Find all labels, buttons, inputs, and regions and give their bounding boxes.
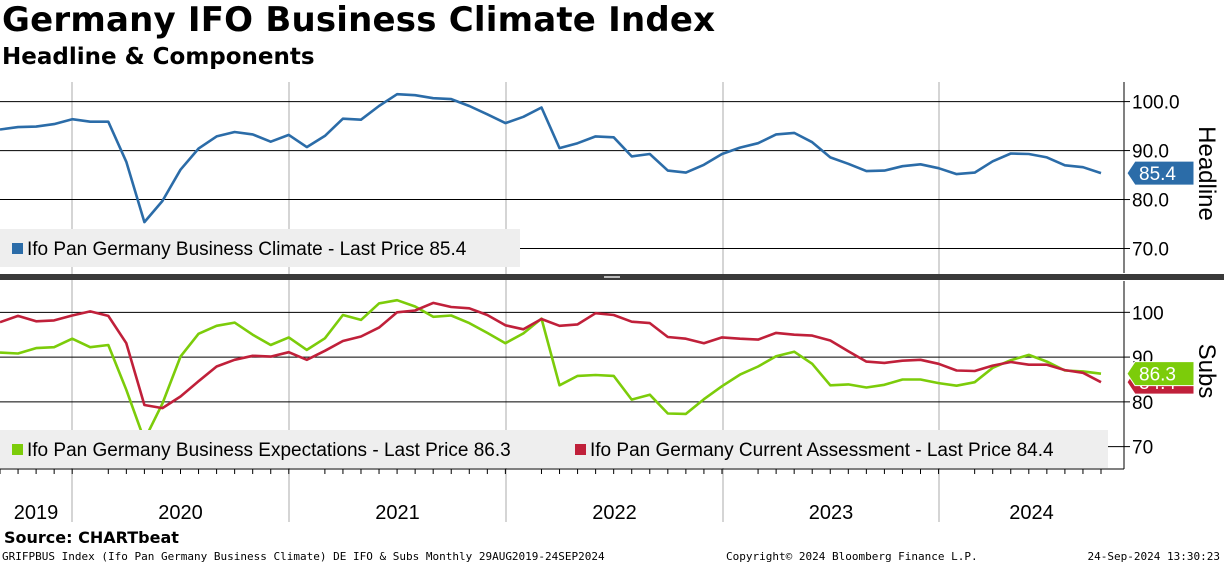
chart-title: Germany IFO Business Climate Index [2, 0, 716, 40]
x-tick-label: 2024 [1009, 502, 1054, 524]
legend-swatch-headline [12, 243, 23, 254]
x-tick-label: 2020 [158, 502, 203, 524]
series-line-current [0, 301, 1102, 410]
legend-box [0, 430, 1108, 468]
source-note: Source: CHARTbeat [4, 528, 179, 547]
series-line-headline [0, 92, 1102, 224]
footer-ticker-description: GRIFPBUS Index (Ifo Pan Germany Business… [2, 550, 605, 563]
legend-box [0, 229, 520, 267]
last-price-badge-label: 86.3 [1139, 365, 1176, 386]
chart-subtitle: Headline & Components [2, 44, 315, 70]
y-tick-label: 100 [1132, 303, 1164, 324]
footer-copyright: Copyright© 2024 Bloomberg Finance L.P. [726, 550, 978, 563]
x-tick-label: 2021 [375, 502, 420, 524]
x-tick-label: 2019 [14, 502, 59, 524]
last-price-badge-label: 85.4 [1139, 164, 1176, 185]
last-price-badge-expectations [1126, 361, 1195, 387]
y-tick-label: 80.0 [1132, 191, 1169, 212]
footer-timestamp: 24-Sep-2024 13:30:23 [1087, 550, 1220, 563]
y-tick-label: 90.0 [1132, 142, 1169, 163]
y-tick-label: 100.0 [1132, 93, 1180, 114]
x-tick-label: 2022 [592, 502, 637, 524]
legend-label: Ifo Pan Germany Current Assessment - Las… [590, 440, 1054, 461]
y-tick-label: 70.0 [1132, 240, 1169, 261]
legend-label: Ifo Pan Germany Business Expectations - … [27, 440, 511, 461]
x-tick-label: 2023 [809, 502, 854, 524]
last-price-badge-headline [1126, 160, 1195, 186]
legend-swatch-expectations [12, 444, 23, 455]
panel-axis-label: Subs [1193, 344, 1220, 399]
y-tick-label: 70 [1132, 438, 1153, 459]
panel-axis-label: Headline [1193, 126, 1220, 221]
legend-label: Ifo Pan Germany Business Climate - Last … [27, 239, 467, 260]
series-line-expectations [0, 298, 1102, 442]
y-tick-label: 80 [1132, 393, 1153, 414]
legend-swatch-current [575, 444, 586, 455]
